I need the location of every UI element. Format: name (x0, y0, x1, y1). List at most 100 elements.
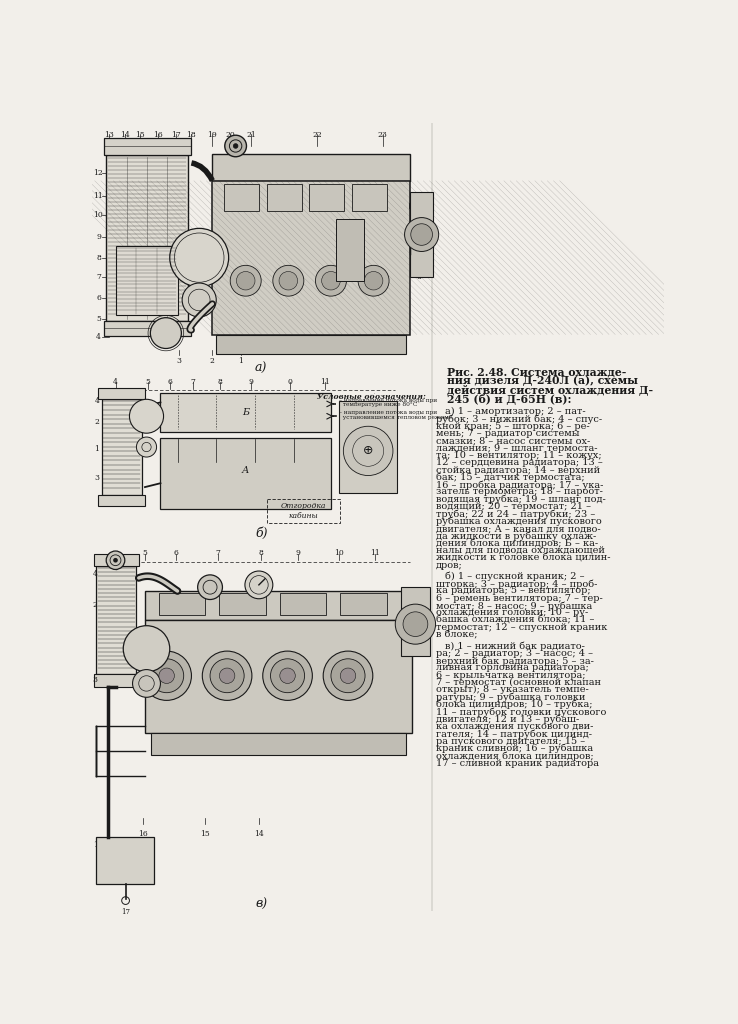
Circle shape (340, 668, 356, 683)
Text: 7: 7 (190, 378, 196, 386)
Bar (401, 587, 430, 656)
Circle shape (133, 670, 160, 697)
Text: водящая трубка; 19 – шланг под-: водящая трубка; 19 – шланг под- (435, 495, 605, 504)
Bar (340, 593, 387, 614)
Text: 8: 8 (259, 550, 263, 557)
Text: 0: 0 (287, 378, 292, 386)
Text: 6: 6 (168, 378, 172, 386)
Text: 4: 4 (94, 397, 100, 404)
Text: 11 – патрубок головки пускового: 11 – патрубок головки пускового (435, 708, 606, 717)
Text: налы для подвода охлаждающей: налы для подвода охлаждающей (435, 546, 604, 555)
Text: 6: 6 (173, 550, 179, 557)
Text: 14: 14 (254, 829, 263, 838)
Text: шторка; 3 – радиатор; 4 – проб-: шторка; 3 – радиатор; 4 – проб- (435, 580, 597, 589)
Text: а) 1 – амортизатор; 2 – пат-: а) 1 – амортизатор; 2 – пат- (445, 407, 585, 416)
Bar (339, 400, 397, 494)
Text: 1: 1 (238, 357, 244, 365)
Text: – направление потока воды при: – направление потока воды при (339, 410, 437, 415)
Bar (224, 184, 259, 211)
Circle shape (151, 317, 182, 348)
Circle shape (198, 574, 222, 599)
Circle shape (411, 224, 432, 246)
Bar (98, 495, 145, 506)
Bar (98, 388, 145, 398)
Text: блока цилиндров; 10 – трубка;: блока цилиндров; 10 – трубка; (435, 700, 592, 710)
Circle shape (322, 271, 340, 290)
Text: 22: 22 (312, 131, 322, 138)
Text: гателя; 14 – патрубок цилинд-: гателя; 14 – патрубок цилинд- (435, 729, 592, 738)
Bar (219, 593, 266, 614)
Text: 5: 5 (96, 315, 101, 324)
Text: 18: 18 (187, 131, 196, 138)
Bar (280, 593, 326, 614)
Text: а): а) (255, 361, 267, 375)
Text: ка охлаждения пускового дви-: ка охлаждения пускового дви- (435, 722, 593, 731)
Text: ка радиатора; 5 – вентилятор;: ка радиатора; 5 – вентилятор; (435, 587, 590, 595)
Text: 16: 16 (154, 131, 163, 138)
Circle shape (140, 643, 153, 655)
Text: 20: 20 (225, 131, 235, 138)
Text: а: а (413, 630, 418, 639)
Bar (160, 438, 331, 509)
Bar (96, 838, 154, 884)
Text: 21: 21 (246, 131, 256, 138)
Text: в): в) (255, 897, 267, 910)
Text: а: а (413, 599, 418, 608)
Circle shape (263, 651, 312, 700)
Text: 17 – сливной краник радиатора: 17 – сливной краник радиатора (435, 759, 599, 768)
Text: 19: 19 (207, 131, 217, 138)
Circle shape (162, 330, 170, 337)
Bar (266, 499, 340, 523)
Text: А: А (242, 466, 249, 475)
Text: температуре ниже 80°С: температуре ниже 80°С (339, 402, 417, 408)
Text: двигателя; А – канал для подво-: двигателя; А – канал для подво- (435, 524, 600, 534)
Text: 6 – крыльчатка вентилятора;: 6 – крыльчатка вентилятора; (435, 671, 585, 680)
Bar (213, 180, 410, 335)
Text: краник сливной; 16 – рубашка: краник сливной; 16 – рубашка (435, 743, 593, 754)
Text: 11: 11 (320, 378, 330, 386)
Text: ра пускового двигателя; 15 –: ра пускового двигателя; 15 – (435, 736, 584, 745)
Text: охлаждения головки; 10 – ру-: охлаждения головки; 10 – ру- (435, 608, 588, 617)
Circle shape (396, 604, 435, 644)
Text: установившемся тепловом режиме: установившемся тепловом режиме (339, 415, 452, 420)
Circle shape (210, 658, 244, 692)
Circle shape (245, 571, 273, 599)
Text: в) 1 – нижний бак радиато-: в) 1 – нижний бак радиато- (445, 641, 584, 651)
Text: 3: 3 (93, 676, 98, 684)
Bar (116, 246, 178, 315)
Circle shape (280, 668, 295, 683)
Text: 9: 9 (295, 550, 300, 557)
Text: 7 – термостат (основной клапан: 7 – термостат (основной клапан (435, 678, 601, 687)
Text: рубашка охлаждения пускового: рубашка охлаждения пускового (435, 517, 601, 526)
Text: 6: 6 (96, 295, 101, 302)
Text: смазки; 8 – насос системы ох-: смазки; 8 – насос системы ох- (435, 436, 590, 445)
Text: мень; 7 – радиатор системы: мень; 7 – радиатор системы (435, 429, 579, 438)
Circle shape (123, 626, 170, 672)
Text: 9: 9 (96, 232, 101, 241)
Text: 1: 1 (94, 444, 100, 453)
Bar (309, 184, 344, 211)
Text: 16 – пробка радиатора; 17 – ука-: 16 – пробка радиатора; 17 – ука- (435, 480, 603, 489)
Bar (145, 591, 413, 621)
Text: Условные обозначения:: Условные обозначения: (317, 393, 426, 401)
Text: 14: 14 (120, 131, 130, 138)
Circle shape (202, 651, 252, 700)
Bar (92, 372, 433, 540)
Text: действия систем охлаждения Д-: действия систем охлаждения Д- (447, 385, 653, 395)
Circle shape (113, 558, 118, 562)
Text: б) 1 – спускной краник; 2 –: б) 1 – спускной краник; 2 – (445, 571, 584, 582)
Text: в блоке;: в блоке; (435, 631, 477, 639)
Circle shape (225, 135, 246, 157)
Text: лаждения; 9 – шланг термоста-: лаждения; 9 – шланг термоста- (435, 443, 597, 453)
Text: башка охлаждения блока; 11 –: башка охлаждения блока; 11 – (435, 615, 594, 625)
Circle shape (137, 437, 156, 457)
Text: 24: 24 (415, 193, 424, 200)
Text: дров;: дров; (435, 560, 462, 569)
Circle shape (230, 265, 261, 296)
Circle shape (142, 651, 191, 700)
Text: 11: 11 (94, 193, 103, 200)
Bar (104, 321, 191, 336)
Circle shape (279, 271, 297, 290)
Bar (410, 193, 433, 276)
Text: 4: 4 (96, 333, 101, 341)
